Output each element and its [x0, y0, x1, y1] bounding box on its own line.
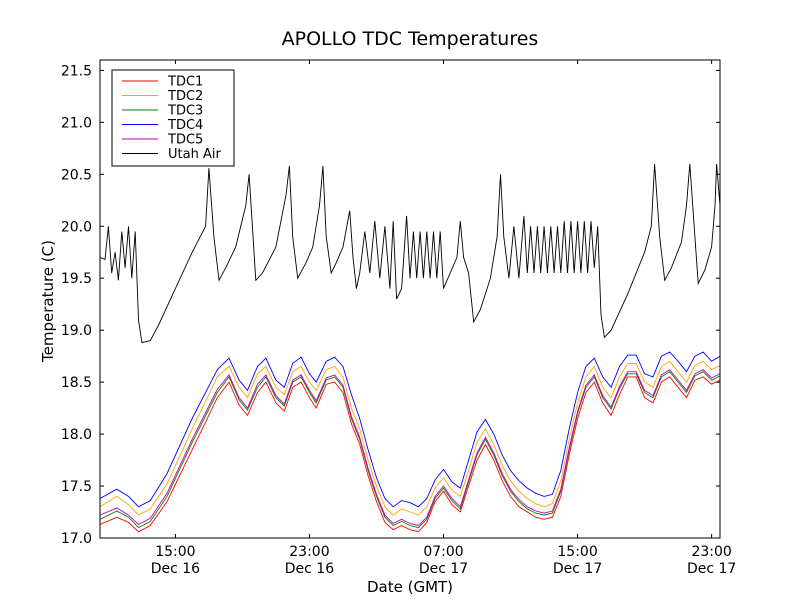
series-line-tdc5	[100, 369, 720, 526]
series-line-tdc1	[100, 376, 720, 533]
legend-label: Utah Air	[168, 147, 221, 162]
x-tick-label-time: 23:00	[289, 544, 329, 560]
x-tick-label-time: 07:00	[423, 544, 463, 560]
x-tick-label-time: 23:00	[691, 544, 731, 560]
y-tick-label: 19.0	[61, 323, 92, 339]
legend-label: TDC4	[167, 118, 203, 133]
y-tick-label: 17.0	[61, 531, 92, 547]
y-tick-label: 20.5	[61, 167, 92, 183]
axes: 17.0 17.5 18.0 18.5 19.0 19.5 20.0 20.5 21.0 21.5…	[61, 59, 736, 577]
x-tick-label-time: 15:00	[557, 544, 597, 560]
legend-label: TDC5	[167, 133, 203, 148]
legend-label: TDC3	[167, 104, 203, 119]
x-axis-label: Date (GMT)	[367, 578, 453, 596]
x-tick-label-date: Dec 17	[687, 561, 736, 577]
x-tick-label-date: Dec 17	[553, 561, 602, 577]
plot-frame	[99, 59, 721, 539]
series-line-tdc2	[100, 360, 720, 516]
plot-area	[100, 163, 720, 533]
y-tick-label: 18.0	[61, 427, 92, 443]
series-line-utah-air	[100, 163, 720, 344]
x-tick-label-date: Dec 16	[151, 561, 200, 577]
y-tick-label: 20.0	[61, 219, 92, 235]
y-tick-label: 21.0	[61, 115, 92, 131]
x-tick-label-date: Dec 17	[419, 561, 468, 577]
y-tick-label: 21.5	[61, 63, 92, 79]
series-line-tdc4	[100, 351, 720, 508]
y-tick-label: 19.5	[61, 271, 92, 287]
legend-label: TDC1	[167, 75, 203, 90]
series-line-tdc3	[100, 371, 720, 529]
x-tick-label-date: Dec 16	[285, 561, 334, 577]
y-tick-label: 18.5	[61, 375, 92, 391]
x-tick-label-time: 15:00	[155, 544, 195, 560]
legend-box	[111, 69, 235, 167]
legend-label: TDC2	[167, 89, 203, 104]
y-axis-label: Temperature (C)	[39, 240, 57, 363]
chart-title: APOLLO TDC Temperatures	[282, 28, 539, 50]
y-tick-label: 17.5	[61, 479, 92, 495]
